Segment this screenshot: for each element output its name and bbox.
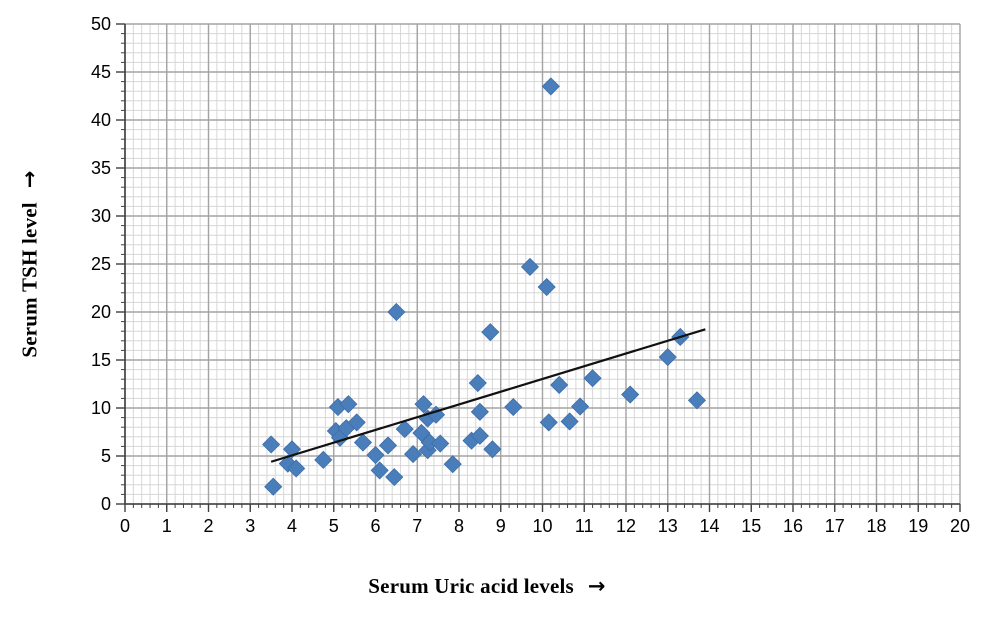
x-tick-label: 6 [370,516,380,536]
data-point [687,391,707,410]
data-point [541,77,560,96]
y-tick-label: 35 [91,158,111,178]
y-tick-label: 0 [101,494,111,514]
x-tick-label: 19 [908,516,928,536]
data-point [483,440,502,459]
data-point [339,395,358,414]
y-tick-label: 30 [91,206,111,226]
y-tick-label: 45 [91,62,111,82]
data-point [520,257,540,276]
data-point [414,395,433,414]
data-point [404,445,423,464]
x-tick-label: 1 [162,516,172,536]
x-tick-label: 8 [454,516,464,536]
x-tick-label: 7 [412,516,422,536]
x-tick-label: 14 [699,516,719,536]
x-tick-label: 10 [532,516,552,536]
x-tick-label: 17 [825,516,845,536]
x-tick-label: 15 [741,516,761,536]
data-point [426,405,446,424]
data-point [366,445,385,465]
data-point [583,369,602,388]
data-point [481,323,500,342]
data-point [470,426,489,445]
x-tick-label: 0 [120,516,130,536]
data-point [347,413,366,432]
data-point [287,459,306,478]
data-point [370,461,389,480]
x-tick-label: 11 [575,516,594,536]
y-tick-label: 25 [91,254,111,274]
trendline [270,328,706,463]
data-point [395,420,414,439]
x-tick-label: 13 [658,516,678,536]
data-point [560,412,579,431]
x-tick-label: 3 [245,516,255,536]
x-tick-label: 4 [287,516,297,536]
data-point [262,435,281,454]
data-point [658,348,677,367]
y-tick-label: 50 [91,14,111,34]
x-axis-title: Serum Uric acid levels → [368,574,605,599]
data-point [468,373,487,393]
data-point [353,433,373,452]
data-point [571,397,590,416]
data-point [378,436,398,455]
x-tick-label: 2 [203,516,213,536]
x-tick-label: 18 [866,516,886,536]
data-point [387,302,406,322]
data-point [621,385,640,404]
x-tick-label: 9 [496,516,506,536]
y-tick-label: 15 [91,350,111,370]
data-point [539,413,558,432]
x-axis-title-text: Serum Uric acid levels [368,574,574,598]
x-tick-label: 5 [329,516,339,536]
x-tick-label: 16 [783,516,803,536]
data-point [431,434,450,453]
data-point [314,450,333,469]
data-point [443,455,462,474]
x-tick-label: 20 [950,516,970,536]
y-tick-label: 20 [91,302,111,322]
data-point [504,397,523,417]
x-tick-label: 12 [616,516,636,536]
y-tick-label: 40 [91,110,111,130]
data-point [412,423,431,443]
data-point [264,477,283,496]
right-arrow-icon: → [587,574,606,598]
data-point [537,277,556,297]
y-tick-label: 5 [101,446,111,466]
data-point [470,402,489,421]
data-point [550,375,569,395]
data-point [385,468,404,487]
y-tick-label: 10 [91,398,111,418]
